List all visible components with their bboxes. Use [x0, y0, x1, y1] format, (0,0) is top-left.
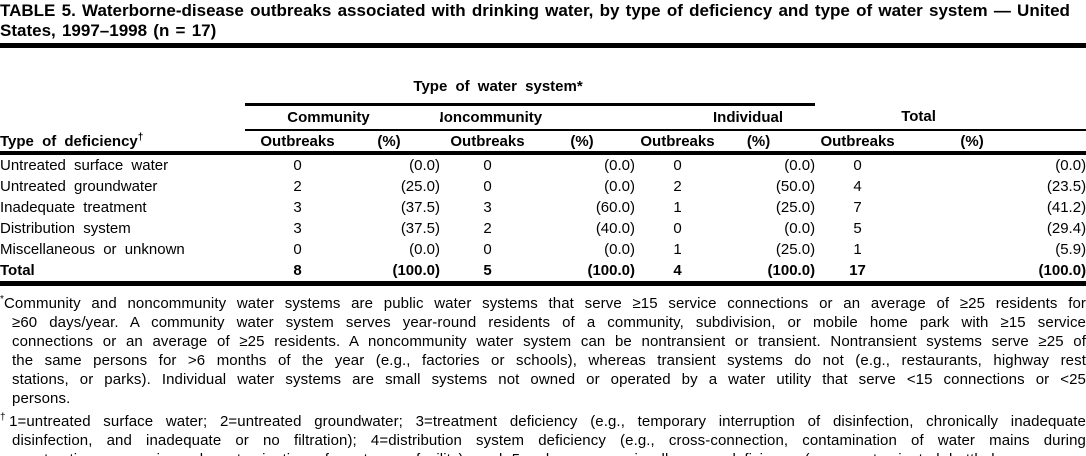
group-header-noncommunity: Noncommunity [440, 109, 543, 126]
footnote-water-systems: *Community and noncommunity water system… [0, 290, 1086, 408]
cell-community-outbreaks: 0 [293, 157, 302, 174]
footnotes: *Community and noncommunity water system… [0, 290, 1086, 456]
noncommunity-outbreaks-header: Outbreaks [440, 130, 535, 155]
cell-noncommunity-outbreaks: 3 [483, 199, 492, 216]
cell-individual-outbreaks: 1 [673, 241, 682, 258]
cell-individual-pct: (25.0) [775, 241, 816, 258]
total-row: Total 8 (100.0) 5 (100.0) 4 (100.0) 17 (… [0, 260, 1086, 286]
cell-community-outbreaks: 8 [245, 260, 350, 286]
cell-community-outbreaks: 3 [293, 220, 302, 237]
footnote-marker-asterisk: * [0, 294, 4, 305]
cell-individual-outbreaks: 0 [673, 157, 682, 174]
deficiency-column-header: Type of deficiency† [0, 130, 245, 155]
water-system-table: Type of water system* Community Noncommu… [0, 48, 1086, 286]
footnote-text: 1=untreated surface water; 2=untreated g… [9, 413, 1086, 456]
footnote-deficiency-codes: †1=untreated surface water; 2=untreated … [0, 408, 1086, 456]
cell-total-pct: (23.5) [1046, 178, 1086, 195]
row-label: Total [0, 260, 245, 286]
group-header-row: Community Noncommunity Individual Total [0, 104, 1086, 131]
cell-noncommunity-pct: (60.0) [595, 199, 635, 216]
group-header-individual: Individual [713, 109, 784, 126]
table-row: Miscellaneous or unknown 0 (0.0) 0 (0.0)… [0, 239, 1086, 260]
row-label: Untreated groundwater [0, 178, 158, 195]
cell-community-pct: (0.0) [409, 157, 440, 174]
cell-noncommunity-pct: (0.0) [604, 241, 635, 258]
title-rule [0, 43, 1086, 48]
cell-noncommunity-pct: (0.0) [604, 157, 635, 174]
row-label: Inadequate treatment [0, 199, 147, 216]
row-label: Untreated surface water [0, 157, 169, 174]
noncommunity-percent-header: (%) [570, 132, 594, 150]
span-header-row: Type of water system* [0, 48, 1086, 106]
footnote-text: Community and noncommunity water systems… [4, 295, 1086, 407]
footnote-marker-dagger: † [0, 412, 10, 423]
cell-total-outbreaks: 4 [853, 178, 862, 195]
row-label: Miscellaneous or unknown [0, 241, 185, 258]
cell-individual-outbreaks: 2 [673, 178, 682, 195]
cell-community-pct: (37.5) [400, 220, 440, 237]
cell-noncommunity-pct: (0.0) [604, 178, 635, 195]
cell-noncommunity-outbreaks: 0 [483, 157, 492, 174]
community-outbreaks-header: Outbreaks [245, 130, 350, 155]
cell-total-pct: (41.2) [1046, 199, 1086, 216]
table-row: Untreated surface water 0 (0.0) 0 (0.0) … [0, 153, 1086, 176]
cell-community-pct: (25.0) [400, 178, 440, 195]
cell-total-pct: (29.4) [1046, 220, 1086, 237]
cell-community-outbreaks: 3 [293, 199, 302, 216]
group-header-total: Total [901, 108, 936, 126]
group-header-community: Community [287, 109, 370, 126]
column-header-row: Type of deficiency† Outbreaks (%) Outbre… [0, 130, 1086, 155]
cell-noncommunity-outbreaks: 2 [483, 220, 492, 237]
cell-community-pct: (0.0) [409, 241, 440, 258]
table-title: TABLE 5. Waterborne-disease outbreaks as… [0, 1, 1070, 40]
cell-total-outbreaks: 1 [853, 241, 862, 258]
cell-noncommunity-pct: (100.0) [535, 260, 635, 286]
cell-individual-pct: (0.0) [784, 220, 816, 237]
span-header: Type of water system* [413, 78, 583, 95]
cell-total-pct: (100.0) [900, 260, 1086, 286]
community-percent-header: (%) [377, 132, 401, 150]
total-outbreaks-header: Outbreaks [815, 130, 901, 155]
cell-individual-outbreaks: 4 [635, 260, 720, 286]
cell-noncommunity-outbreaks: 0 [483, 241, 492, 258]
individual-percent-header: (%) [746, 132, 771, 150]
cell-individual-outbreaks: 1 [673, 199, 682, 216]
cell-community-pct: (37.5) [400, 199, 440, 216]
dagger-marker: † [137, 131, 144, 143]
cell-total-pct: (5.9) [1055, 241, 1086, 258]
cell-total-outbreaks: 17 [815, 260, 901, 286]
cell-community-outbreaks: 2 [293, 178, 302, 195]
table-row: Inadequate treatment 3 (37.5) 3 (60.0) 1… [0, 197, 1086, 218]
cell-individual-pct: (0.0) [784, 157, 816, 174]
cell-total-pct: (0.0) [1055, 157, 1086, 174]
cell-community-pct: (100.0) [350, 260, 440, 286]
cell-individual-outbreaks: 0 [673, 220, 682, 237]
cell-noncommunity-outbreaks: 5 [440, 260, 535, 286]
cell-total-outbreaks: 0 [853, 157, 862, 174]
individual-outbreaks-header: Outbreaks [635, 130, 720, 155]
cell-individual-pct: (50.0) [775, 178, 816, 195]
row-label: Distribution system [0, 220, 131, 237]
table-row: Untreated groundwater 2 (25.0) 0 (0.0) 2… [0, 176, 1086, 197]
table-row: Distribution system 3 (37.5) 2 (40.0) 0 … [0, 218, 1086, 239]
cell-community-outbreaks: 0 [293, 241, 302, 258]
cell-individual-pct: (25.0) [775, 199, 816, 216]
cell-individual-pct: (100.0) [720, 260, 816, 286]
cell-noncommunity-pct: (40.0) [595, 220, 635, 237]
cell-total-outbreaks: 5 [853, 220, 862, 237]
total-percent-header: (%) [960, 132, 984, 150]
cell-noncommunity-outbreaks: 0 [483, 178, 492, 195]
cell-total-outbreaks: 7 [853, 199, 862, 216]
